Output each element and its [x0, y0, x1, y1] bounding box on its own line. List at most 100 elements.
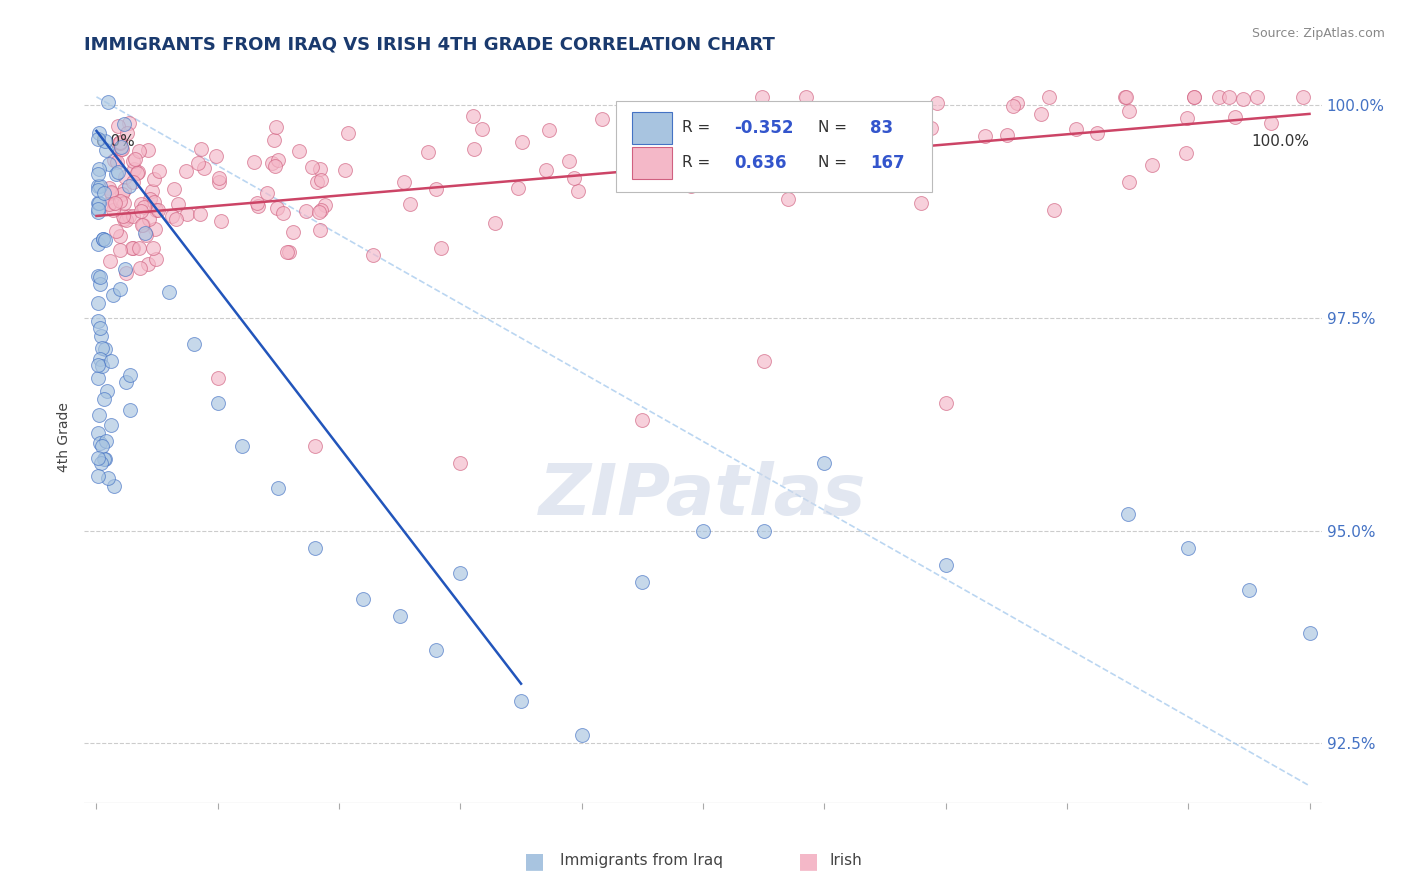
- Point: [752, 353, 775, 368]
- Point: [974, 129, 997, 144]
- Text: 167: 167: [870, 153, 904, 172]
- Text: ■: ■: [799, 851, 818, 871]
- Point: [105, 155, 128, 169]
- Point: [87, 450, 110, 465]
- Point: [935, 396, 957, 410]
- Point: [508, 181, 530, 195]
- Point: [108, 282, 131, 296]
- Point: [510, 135, 533, 149]
- Point: [671, 174, 693, 188]
- Point: [136, 257, 159, 271]
- Point: [264, 159, 287, 173]
- Point: [749, 135, 772, 149]
- Point: [1118, 175, 1140, 189]
- Text: N =: N =: [818, 120, 852, 136]
- Point: [679, 162, 702, 177]
- Point: [247, 199, 270, 213]
- Point: [1116, 507, 1139, 521]
- Point: [1292, 90, 1315, 104]
- Point: [638, 138, 661, 153]
- Point: [98, 157, 121, 171]
- Point: [87, 204, 110, 219]
- Point: [392, 175, 415, 189]
- Text: 0.636: 0.636: [734, 153, 786, 172]
- Point: [1064, 121, 1087, 136]
- Point: [1115, 90, 1137, 104]
- Point: [692, 524, 714, 538]
- Point: [264, 120, 287, 135]
- Point: [122, 241, 145, 255]
- Point: [256, 186, 278, 200]
- Point: [1029, 107, 1052, 121]
- Point: [124, 152, 146, 166]
- Point: [920, 120, 942, 135]
- Point: [94, 233, 117, 247]
- Text: 0.0%: 0.0%: [97, 135, 135, 149]
- Point: [1085, 126, 1108, 140]
- Point: [110, 135, 132, 149]
- Point: [112, 212, 135, 227]
- Point: [89, 277, 111, 291]
- Point: [111, 187, 134, 202]
- Text: 100.0%: 100.0%: [1251, 135, 1309, 149]
- Point: [665, 148, 688, 162]
- Point: [1260, 116, 1282, 130]
- Point: [104, 224, 127, 238]
- Point: [110, 140, 132, 154]
- Point: [90, 329, 112, 343]
- Point: [134, 226, 156, 240]
- Point: [129, 261, 152, 276]
- FancyBboxPatch shape: [633, 112, 672, 144]
- Point: [135, 227, 157, 242]
- Point: [1208, 90, 1230, 104]
- Point: [1223, 110, 1246, 124]
- Point: [176, 207, 198, 221]
- Point: [89, 270, 111, 285]
- Point: [132, 218, 155, 232]
- Point: [93, 232, 115, 246]
- Point: [127, 166, 149, 180]
- Point: [112, 209, 135, 223]
- Point: [361, 248, 384, 262]
- Point: [208, 171, 231, 186]
- Text: IMMIGRANTS FROM IRAQ VS IRISH 4TH GRADE CORRELATION CHART: IMMIGRANTS FROM IRAQ VS IRISH 4TH GRADE …: [84, 36, 775, 54]
- Point: [131, 203, 153, 218]
- Point: [190, 142, 212, 156]
- Point: [752, 524, 775, 538]
- Point: [1118, 103, 1140, 118]
- Point: [145, 203, 167, 218]
- Point: [114, 375, 136, 389]
- Point: [143, 195, 166, 210]
- Point: [86, 167, 108, 181]
- Point: [86, 296, 108, 310]
- Point: [97, 471, 120, 485]
- Point: [86, 314, 108, 328]
- Point: [336, 126, 359, 140]
- Point: [128, 241, 150, 255]
- Point: [110, 136, 132, 150]
- Point: [162, 209, 184, 223]
- Point: [118, 179, 141, 194]
- Point: [305, 175, 328, 189]
- Point: [271, 205, 294, 219]
- Point: [101, 288, 124, 302]
- Point: [142, 241, 165, 255]
- Point: [537, 123, 560, 137]
- Point: [117, 126, 139, 140]
- Point: [112, 117, 135, 131]
- Point: [461, 109, 484, 123]
- Point: [90, 456, 112, 470]
- Point: [93, 452, 115, 467]
- Point: [87, 195, 110, 210]
- Point: [108, 136, 131, 150]
- Point: [1142, 158, 1164, 172]
- Point: [122, 154, 145, 169]
- Point: [995, 128, 1018, 143]
- Point: [100, 186, 122, 201]
- Point: [309, 161, 332, 176]
- FancyBboxPatch shape: [616, 101, 932, 192]
- Point: [471, 121, 494, 136]
- Point: [208, 175, 231, 189]
- Point: [925, 96, 948, 111]
- Point: [308, 204, 330, 219]
